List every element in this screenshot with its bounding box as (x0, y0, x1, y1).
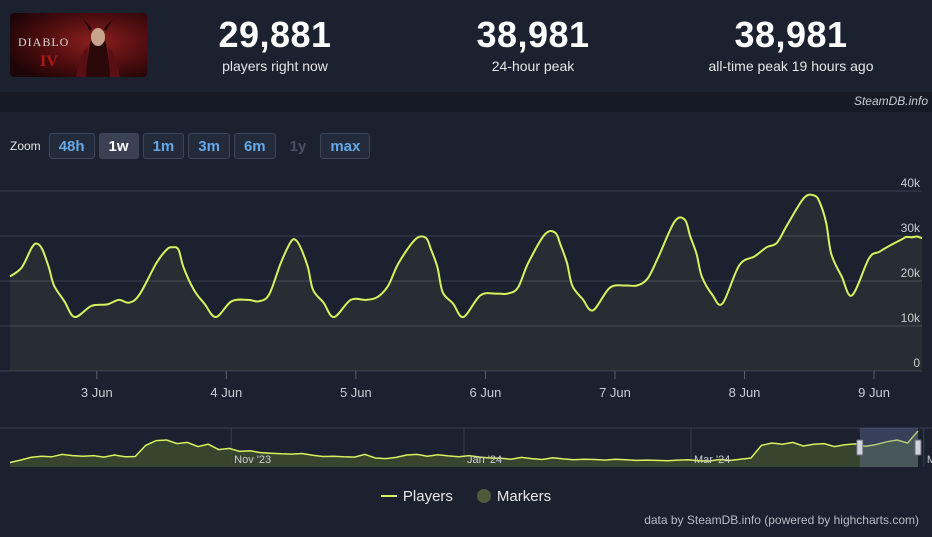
zoom-max-button[interactable]: max (320, 133, 371, 159)
navigator-label: Jan '24 (467, 454, 502, 466)
x-tick-label: 3 Jun (81, 385, 113, 400)
x-tick-label: 5 Jun (340, 385, 372, 400)
navigator-series-line (9, 430, 919, 464)
legend-markers-label: Markers (496, 487, 552, 505)
navigator-label: Mar '24 (694, 454, 730, 466)
navigator-label: Nov '23 (234, 454, 271, 466)
x-tick-label: 8 Jun (729, 385, 761, 400)
stat-current-players: 29,881 players right now (190, 14, 360, 76)
legend-markers[interactable]: Markers (476, 487, 552, 505)
navigator-selected-range[interactable] (859, 428, 918, 467)
x-tick-label: 9 Jun (858, 385, 890, 400)
subheader-bar: SteamDB.info (0, 92, 932, 112)
stat-value: 38,981 (476, 14, 590, 55)
navigator-left-handle[interactable] (856, 439, 864, 456)
x-tick-label: 7 Jun (599, 385, 631, 400)
y-tick-label: 20k (901, 266, 921, 280)
zoom-6m-button[interactable]: 6m (233, 133, 276, 159)
chart-legend: Players Markers (0, 486, 932, 506)
y-tick-label: 40k (901, 176, 921, 190)
zoom-controls: Zoom 48h 1w 1m 3m 6m 1y max (10, 132, 374, 160)
game-logo-numeral: IV (40, 53, 58, 70)
players-series-line[interactable] (9, 193, 923, 319)
navigator-area (10, 431, 918, 467)
navigator-right-handle[interactable] (914, 439, 922, 456)
y-tick-label: 10k (901, 311, 921, 325)
chart-credits[interactable]: data by SteamDB.info (powered by highcha… (644, 513, 919, 527)
navigator-label: May '24 (927, 454, 932, 466)
stat-all-time-peak: 38,981 all-time peak 19 hours ago (681, 14, 901, 76)
game-cover-image[interactable]: DIABLO IV (10, 13, 147, 77)
players-area-fill (10, 194, 922, 371)
legend-players[interactable]: Players (380, 487, 453, 505)
x-tick-label: 4 Jun (210, 385, 242, 400)
zoom-1y-button: 1y (280, 133, 317, 159)
stat-value: 38,981 (734, 14, 848, 55)
zoom-48h-button[interactable]: 48h (48, 133, 95, 159)
stat-label: 24-hour peak (491, 58, 575, 74)
x-tick-label: 6 Jun (470, 385, 502, 400)
zoom-1m-button[interactable]: 1m (142, 133, 185, 159)
markers-dot-swatch (476, 489, 491, 503)
stat-24h-peak: 38,981 24-hour peak (448, 14, 618, 76)
cover-art (10, 13, 147, 77)
stat-label: players right now (222, 58, 328, 74)
game-logo-text: DIABLO (18, 35, 70, 49)
stat-label: all-time peak 19 hours ago (708, 58, 874, 74)
player-count-chart[interactable]: 0 10k 20k 30k 40k 3 Jun 4 Jun 5 Jun 6 Jun 7 Jun 8 … (0, 168, 932, 478)
zoom-3m-button[interactable]: 3m (188, 133, 230, 159)
y-tick-label: 30k (901, 221, 921, 235)
legend-players-label: Players (402, 487, 453, 505)
zoom-label: Zoom (10, 139, 41, 153)
steamdb-credit[interactable]: SteamDB.info (853, 94, 928, 108)
y-tick-label: 0 (913, 356, 920, 370)
header: DIABLO IV 29,881 players right now 38,98… (0, 0, 932, 92)
zoom-1w-button[interactable]: 1w (98, 133, 139, 159)
players-line-swatch (380, 495, 397, 497)
stat-value: 29,881 (218, 14, 332, 55)
